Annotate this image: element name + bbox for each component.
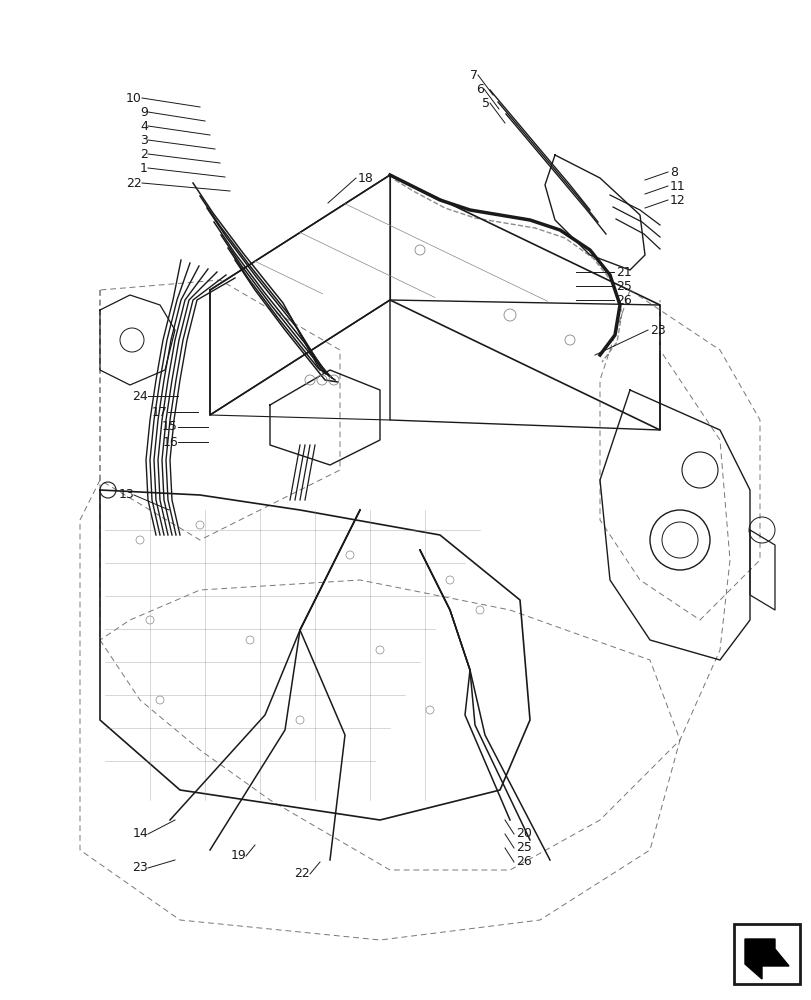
Text: 22: 22 xyxy=(126,177,142,190)
Text: 16: 16 xyxy=(162,436,178,448)
Text: 25: 25 xyxy=(515,841,531,854)
Text: 22: 22 xyxy=(294,867,310,880)
Text: 14: 14 xyxy=(132,827,148,840)
Text: 7: 7 xyxy=(470,69,478,82)
Text: 15: 15 xyxy=(162,420,178,434)
Text: 12: 12 xyxy=(669,194,685,207)
Text: 26: 26 xyxy=(616,294,631,306)
Text: 26: 26 xyxy=(515,855,531,868)
Text: 3: 3 xyxy=(140,134,148,147)
Text: 11: 11 xyxy=(669,180,685,193)
Text: 25: 25 xyxy=(616,279,631,292)
Text: 18: 18 xyxy=(358,172,373,185)
Text: 9: 9 xyxy=(140,106,148,119)
Text: 8: 8 xyxy=(669,166,677,179)
Text: 17: 17 xyxy=(152,406,168,418)
Text: 1: 1 xyxy=(140,162,148,175)
Text: 23: 23 xyxy=(132,861,148,874)
Text: 24: 24 xyxy=(132,389,148,402)
Text: 13: 13 xyxy=(118,488,134,502)
Text: 19: 19 xyxy=(230,849,246,862)
Text: 10: 10 xyxy=(126,92,142,105)
Text: 2: 2 xyxy=(140,148,148,161)
Text: 23: 23 xyxy=(649,324,665,336)
Text: 21: 21 xyxy=(616,265,631,278)
Text: 5: 5 xyxy=(482,97,489,110)
Bar xyxy=(733,924,799,984)
Polygon shape xyxy=(744,939,788,979)
Text: 4: 4 xyxy=(140,120,148,133)
Text: 20: 20 xyxy=(515,827,531,840)
Text: 6: 6 xyxy=(475,83,483,96)
